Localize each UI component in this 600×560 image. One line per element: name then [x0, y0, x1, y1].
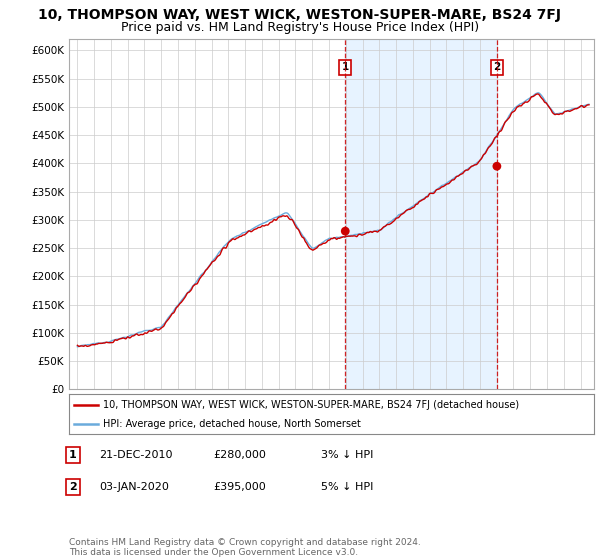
Text: Price paid vs. HM Land Registry's House Price Index (HPI): Price paid vs. HM Land Registry's House …: [121, 21, 479, 34]
Text: 3% ↓ HPI: 3% ↓ HPI: [321, 450, 373, 460]
Text: 21-DEC-2010: 21-DEC-2010: [99, 450, 173, 460]
Text: 5% ↓ HPI: 5% ↓ HPI: [321, 482, 373, 492]
Text: 03-JAN-2020: 03-JAN-2020: [99, 482, 169, 492]
Bar: [345, 39, 497, 389]
Text: £280,000: £280,000: [213, 450, 266, 460]
Point: [492, 162, 502, 171]
Text: 10, THOMPSON WAY, WEST WICK, WESTON-SUPER-MARE, BS24 7FJ: 10, THOMPSON WAY, WEST WICK, WESTON-SUPE…: [38, 8, 562, 22]
Text: 10, THOMPSON WAY, WEST WICK, WESTON-SUPER-MARE, BS24 7FJ (detached house): 10, THOMPSON WAY, WEST WICK, WESTON-SUPE…: [103, 400, 519, 409]
Point: [340, 227, 350, 236]
Text: 2: 2: [69, 482, 77, 492]
Text: £395,000: £395,000: [213, 482, 266, 492]
Text: 1: 1: [69, 450, 77, 460]
Text: Contains HM Land Registry data © Crown copyright and database right 2024.
This d: Contains HM Land Registry data © Crown c…: [69, 538, 421, 557]
Text: 2: 2: [493, 62, 500, 72]
Text: HPI: Average price, detached house, North Somerset: HPI: Average price, detached house, Nort…: [103, 419, 361, 429]
Text: 1: 1: [341, 62, 349, 72]
